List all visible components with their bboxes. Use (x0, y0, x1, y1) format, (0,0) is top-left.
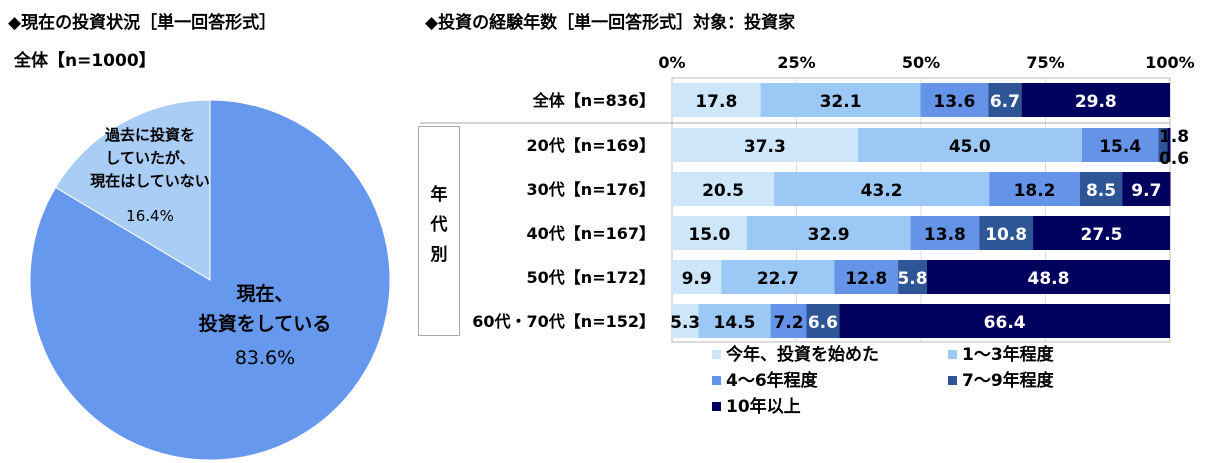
bar-segment (770, 304, 807, 338)
bar-segment (898, 260, 927, 294)
pie-label: 投資をしている (199, 312, 331, 335)
bar-segment (979, 216, 1034, 250)
bar-segment (920, 83, 989, 117)
legend-swatch (948, 350, 957, 359)
category-label: 30代【n=176】 (527, 180, 655, 199)
legend-label: 7～9年程度 (962, 370, 1055, 391)
bar-segment (1021, 83, 1170, 117)
data-label: 66.4 (984, 313, 1026, 333)
legend-swatch (948, 376, 957, 385)
data-label: 20.5 (702, 181, 744, 201)
bar-segment (926, 260, 1170, 294)
data-label: 7.2 (773, 313, 803, 333)
data-label: 6.7 (990, 92, 1020, 112)
pie-label: 過去に投資を (104, 126, 195, 144)
category-label: 50代【n=172】 (527, 268, 655, 287)
data-label: 32.9 (808, 225, 850, 245)
category-label: 60代・70代【n=152】 (472, 312, 655, 331)
x-tick-label: 50% (902, 53, 940, 72)
data-label: 15.0 (688, 225, 730, 245)
data-label: 29.8 (1075, 92, 1117, 112)
legend-label: 4～6年程度 (726, 370, 819, 391)
bar-segment (698, 304, 771, 338)
category-label: 40代【n=167】 (527, 224, 655, 243)
pie-value-label: 16.4% (126, 207, 174, 225)
bar-title: ◆投資の経験年数［単一回答形式］対象：投資家 (425, 13, 796, 33)
bar-segment (806, 304, 840, 338)
data-label: 15.4 (1099, 137, 1141, 157)
data-label: 8.5 (1086, 181, 1116, 201)
bar-segment (774, 172, 990, 206)
pie-value-label: 83.6% (235, 347, 295, 369)
x-tick-label: 100% (1145, 53, 1194, 72)
x-tick-label: 0% (658, 53, 685, 72)
data-label: 45.0 (949, 137, 991, 157)
group-label: 年代別 (430, 185, 448, 265)
bar-segment (834, 260, 899, 294)
bar-segment (1081, 128, 1159, 162)
group-box (418, 126, 460, 336)
bar-segment (672, 172, 775, 206)
data-label: 12.8 (845, 269, 887, 289)
bar-segment (857, 128, 1082, 162)
data-label: 9.7 (1131, 181, 1161, 201)
bar-segment (989, 172, 1080, 206)
legend-swatch (712, 376, 721, 385)
data-label: 43.2 (861, 181, 903, 201)
pie-title: ◆現在の投資状況［単一回答形式］ (8, 13, 277, 33)
bar-segment (760, 83, 921, 117)
data-label: 0.6 (1159, 149, 1189, 169)
pie-label: 現在はしていない (90, 172, 210, 190)
bar-segment (672, 128, 858, 162)
legend-swatch (712, 350, 721, 359)
data-label: 48.8 (1028, 269, 1070, 289)
data-label: 18.2 (1014, 181, 1056, 201)
pie-subtitle: 全体【n=1000】 (14, 51, 156, 71)
pie-slice (54, 99, 211, 281)
data-label: 17.8 (695, 92, 737, 112)
data-label: 5.8 (897, 269, 927, 289)
bar-segment (746, 216, 911, 250)
data-label: 6.6 (808, 313, 838, 333)
legend-swatch (712, 402, 721, 411)
x-tick-label: 25% (777, 53, 815, 72)
bar-segment (1158, 128, 1168, 162)
data-label: 37.3 (744, 137, 786, 157)
legend-label: 1～3年程度 (962, 344, 1055, 365)
bar-segment (1122, 172, 1171, 206)
bar-segment (839, 304, 1170, 338)
data-label: 32.1 (820, 92, 862, 112)
bar-segment (721, 260, 835, 294)
category-label: 20代【n=169】 (527, 136, 655, 155)
bar-segment (988, 83, 1022, 117)
bar-segment (1167, 128, 1171, 162)
pie-label: していたが、 (105, 149, 194, 167)
bar-segment (672, 83, 761, 117)
bar-segment (672, 260, 722, 294)
bar-segment (672, 216, 747, 250)
bar-segment (1033, 216, 1170, 250)
x-tick-label: 75% (1026, 53, 1064, 72)
category-label: 全体【n=836】 (532, 91, 655, 110)
data-label: 14.5 (714, 313, 756, 333)
legend-label: 10年以上 (726, 396, 801, 417)
legend-label: 今年、投資を始めた (726, 344, 879, 365)
data-label: 10.8 (985, 225, 1027, 245)
bar-segment (1079, 172, 1123, 206)
bar-segment (910, 216, 980, 250)
data-label: 13.8 (924, 225, 966, 245)
data-label: 9.9 (682, 269, 712, 289)
data-label: 13.6 (933, 92, 975, 112)
pie-label: 現在、 (236, 282, 293, 305)
data-label: 1.8 (1159, 127, 1189, 147)
data-label: 22.7 (757, 269, 799, 289)
bar-segment (672, 304, 699, 338)
data-label: 5.3 (670, 313, 700, 333)
data-label: 27.5 (1081, 225, 1123, 245)
